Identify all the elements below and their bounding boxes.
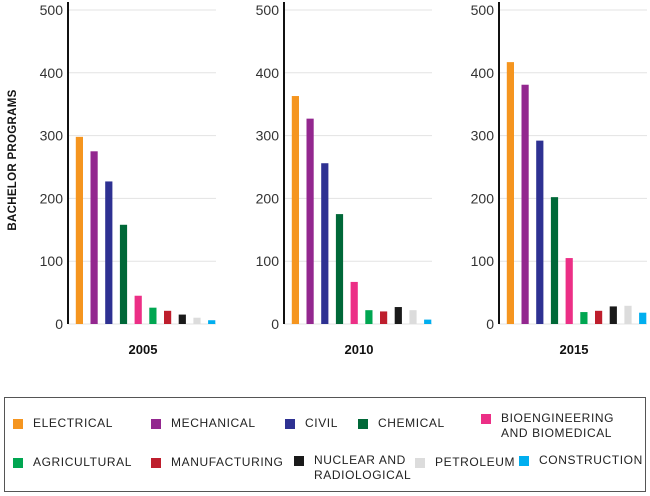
- legend-swatch: [13, 419, 23, 429]
- bar-chemical-2010: [335, 214, 344, 324]
- y-tick-label: 400: [471, 65, 495, 81]
- legend-label: CHEMICAL: [378, 416, 445, 430]
- bar-manufacturing-2015: [595, 310, 603, 324]
- legend-item-chemical: CHEMICAL: [358, 416, 445, 431]
- legend-label: MANUFACTURING: [171, 455, 284, 469]
- legend-label: MECHANICAL: [171, 416, 256, 430]
- legend-item-civil: CIVIL: [285, 416, 338, 431]
- y-tick-label: 400: [256, 65, 280, 81]
- y-tick-label: 100: [256, 253, 280, 269]
- bar-nuclear-and-radiological-2005: [178, 314, 186, 324]
- bar-petroleum-2005: [193, 317, 201, 324]
- bar-electrical-2010: [291, 96, 299, 324]
- bar-petroleum-2015: [624, 305, 632, 324]
- bar-mechanical-2005: [90, 151, 98, 324]
- y-tick-label: 200: [256, 190, 280, 206]
- bar-agricultural-2015: [580, 312, 588, 324]
- bar-chemical-2015: [550, 197, 559, 324]
- bar-bioengineering-and-biomedical-2005: [134, 295, 142, 324]
- y-tick-label: 0: [271, 316, 279, 332]
- legend-item-bioengineering: BIOENGINEERING AND BIOMEDICAL: [481, 411, 614, 441]
- legend-swatch: [294, 456, 304, 466]
- legend-label: PETROLEUM: [435, 455, 516, 469]
- legend-label: NUCLEAR AND RADIOLOGICAL: [314, 453, 412, 482]
- y-tick-label: 200: [471, 190, 495, 206]
- legend-item-manufacturing: MANUFACTURING: [151, 455, 283, 470]
- legend-swatch: [415, 458, 425, 468]
- legend-item-mechanical: MECHANICAL: [151, 416, 256, 431]
- legend-label: BIOENGINEERING AND BIOMEDICAL: [501, 411, 615, 440]
- legend-swatch: [285, 419, 295, 429]
- y-tick-label: 300: [256, 128, 280, 144]
- bar-petroleum-2010: [409, 310, 417, 324]
- legend-label: CIVIL: [305, 416, 339, 430]
- y-tick-label: 500: [471, 2, 495, 18]
- legend-swatch: [481, 414, 491, 424]
- x-panel-label: 2010: [345, 342, 374, 357]
- bar-construction-2015: [639, 312, 647, 324]
- legend-swatch: [519, 456, 529, 466]
- bar-agricultural-2010: [365, 310, 373, 324]
- bar-agricultural-2005: [149, 307, 157, 324]
- bar-nuclear-and-radiological-2015: [609, 306, 617, 324]
- legend-label: ELECTRICAL: [33, 416, 114, 430]
- bar-bioengineering-and-biomedical-2015: [565, 258, 573, 324]
- legend-item-electrical: ELECTRICAL: [13, 416, 113, 431]
- y-axis-label: BACHELOR PROGRAMS: [7, 89, 19, 230]
- x-panel-label: 2015: [560, 342, 589, 357]
- legend-item-construction: CONSTRUCTION: [519, 453, 643, 468]
- y-tick-label: 0: [55, 316, 63, 332]
- y-tick-label: 500: [40, 2, 64, 18]
- bar-construction-2010: [424, 319, 432, 324]
- y-tick-label: 200: [40, 190, 64, 206]
- bar-mechanical-2015: [521, 84, 529, 325]
- bar-construction-2005: [208, 320, 216, 324]
- legend-item-agricultural: AGRICULTURAL: [13, 455, 132, 470]
- legend-swatch: [151, 458, 161, 468]
- legend-swatch: [151, 419, 161, 429]
- legend-item-nuclear: NUCLEAR AND RADIOLOGICAL: [294, 453, 411, 483]
- legend-label: CONSTRUCTION: [539, 453, 643, 467]
- bar-mechanical-2010: [306, 118, 314, 324]
- bar-bioengineering-and-biomedical-2010: [350, 281, 358, 324]
- bar-electrical-2005: [75, 136, 83, 324]
- bar-manufacturing-2010: [380, 311, 388, 324]
- legend: ELECTRICAL MECHANICAL CIVIL CHEMICAL BIO…: [4, 397, 646, 492]
- y-tick-label: 300: [40, 128, 64, 144]
- y-tick-label: 400: [40, 65, 64, 81]
- bar-electrical-2015: [506, 62, 514, 325]
- bar-chart: BACHELOR PROGRAMS 0 100 200 300 400 500 2005 0 1…: [7, 2, 647, 357]
- y-tick-label: 300: [471, 128, 495, 144]
- bar-chemical-2005: [119, 224, 128, 324]
- x-panel-label: 2005: [129, 342, 158, 357]
- bar-nuclear-and-radiological-2010: [394, 307, 402, 324]
- y-tick-label: 500: [256, 2, 280, 18]
- legend-swatch: [358, 419, 368, 429]
- y-tick-label: 0: [486, 316, 494, 332]
- bar-civil-2005: [105, 181, 113, 324]
- legend-swatch: [13, 458, 23, 468]
- y-tick-label: 100: [40, 253, 64, 269]
- bar-civil-2015: [536, 140, 544, 324]
- bar-manufacturing-2005: [164, 310, 172, 324]
- legend-label: AGRICULTURAL: [33, 455, 132, 469]
- legend-item-petroleum: PETROLEUM: [415, 455, 515, 470]
- bar-civil-2010: [321, 163, 329, 324]
- y-tick-label: 100: [471, 253, 495, 269]
